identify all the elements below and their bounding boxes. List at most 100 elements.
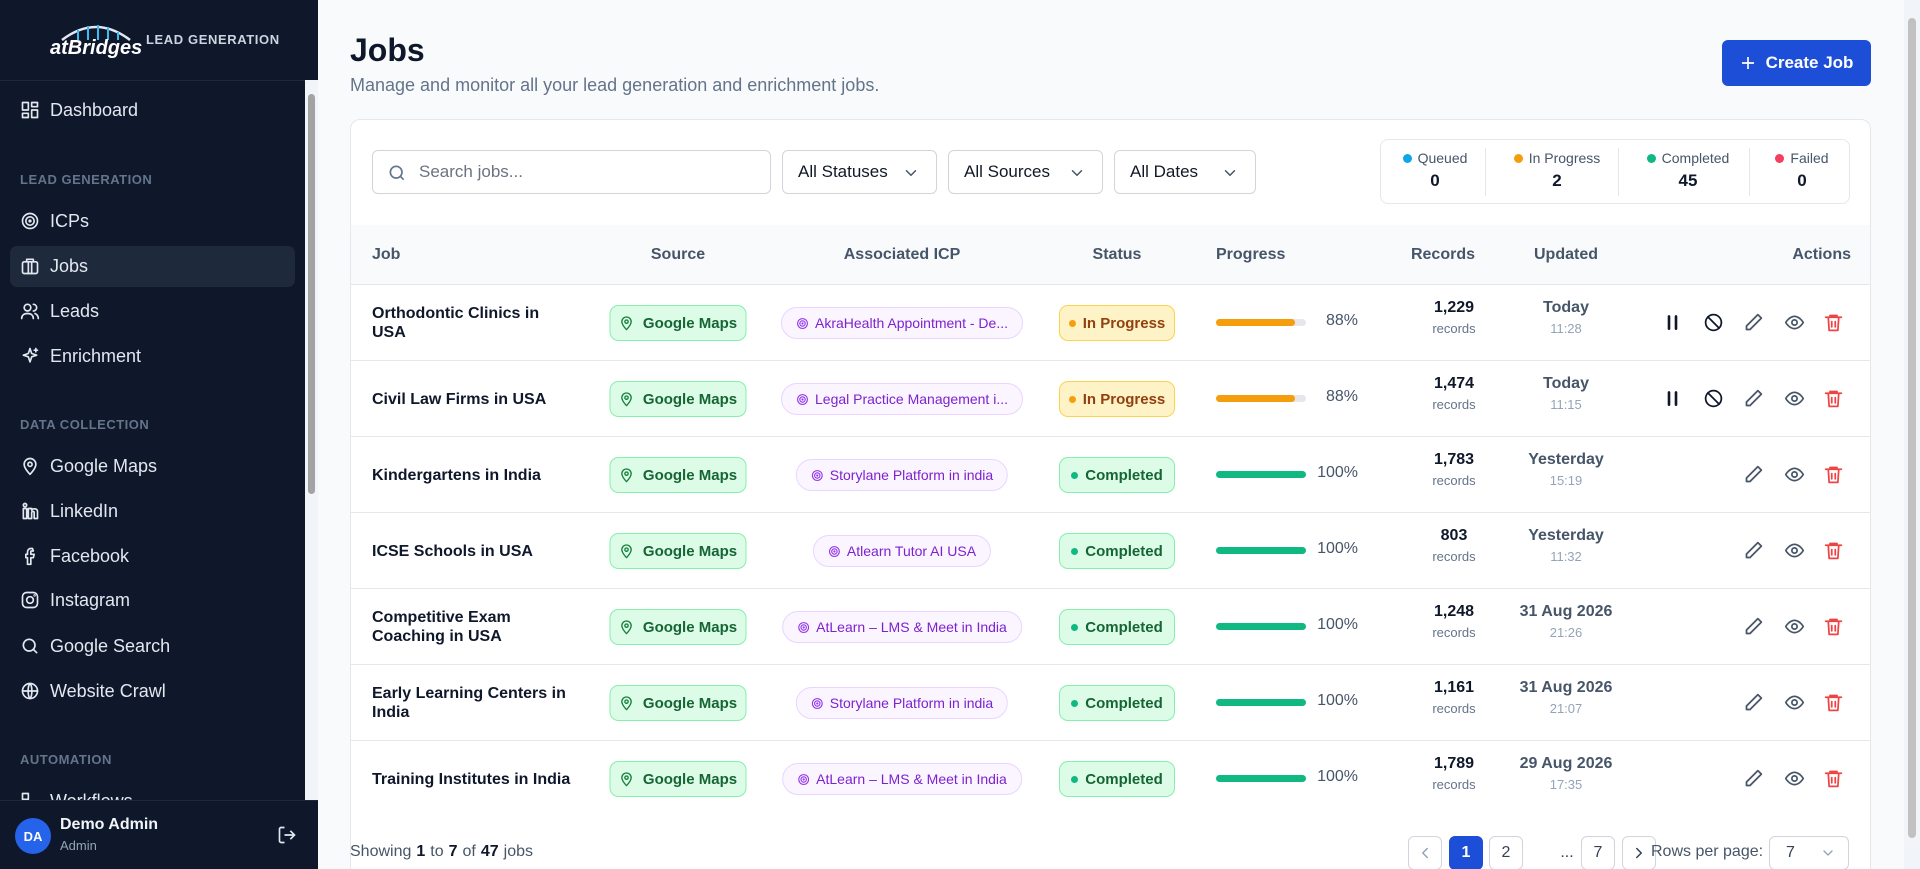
action-trash[interactable]	[1823, 692, 1844, 713]
action-eye-part	[1784, 771, 1805, 786]
nav-icon-part	[32, 648, 38, 654]
status-label: Completed	[1085, 618, 1163, 636]
nav-item[interactable]: Facebook	[10, 536, 295, 577]
page-button[interactable]: 2	[1489, 836, 1523, 869]
action-edit[interactable]	[1743, 312, 1764, 333]
nav-item[interactable]: Workflows	[10, 781, 295, 800]
status-pill: In Progress	[1059, 305, 1175, 341]
icp-icon	[828, 545, 840, 557]
chevron-part	[1823, 850, 1833, 856]
nav-item[interactable]: Dashboard	[10, 90, 295, 131]
action-eye[interactable]	[1784, 768, 1805, 789]
summary-from: 1	[416, 843, 426, 860]
job-name: Competitive Exam Coaching in USA	[372, 609, 511, 645]
nav-item[interactable]: Enrichment	[10, 336, 295, 377]
nav-label: Facebook	[50, 546, 130, 566]
nav-item[interactable]: Google Maps	[10, 446, 295, 487]
action-edit[interactable]	[1743, 388, 1764, 409]
nav-item[interactable]: Leads	[10, 291, 295, 332]
filter-select[interactable]: All Dates	[1114, 150, 1256, 194]
action-eye[interactable]	[1784, 312, 1805, 333]
action-ban[interactable]	[1703, 388, 1724, 409]
source-label: Google Maps	[642, 314, 738, 332]
prev-page[interactable]	[1408, 836, 1442, 869]
column-header: Source	[650, 245, 706, 263]
stat: Failed 0	[1742, 150, 1862, 191]
action-edit[interactable]	[1743, 464, 1764, 485]
rows-per-page-value: 7	[1786, 844, 1795, 861]
action-trash[interactable]	[1823, 464, 1844, 485]
stat-dot	[1646, 153, 1656, 163]
column-header: Actions	[1792, 245, 1851, 263]
page-button[interactable]: 7	[1581, 836, 1615, 869]
updated-time: 11:28	[1550, 321, 1582, 336]
action-pause[interactable]	[1662, 388, 1683, 409]
filter-select[interactable]: All Statuses	[782, 150, 937, 194]
nav-item[interactable]: LinkedIn	[10, 491, 295, 532]
nav-item[interactable]: Website Crawl	[10, 671, 295, 712]
nav-item[interactable]: Google Search	[10, 626, 295, 667]
create-job-button[interactable]: Create Job	[1722, 40, 1871, 86]
nav-item[interactable]: Jobs	[10, 246, 295, 287]
filter-select[interactable]: All Sources	[948, 150, 1103, 194]
records: 1,248 records	[1394, 603, 1514, 640]
action-eye[interactable]	[1784, 692, 1805, 713]
action-trash[interactable]	[1823, 616, 1844, 637]
action-ban[interactable]	[1703, 312, 1724, 333]
job-name: Kindergartens in India	[372, 466, 541, 484]
action-eye[interactable]	[1784, 616, 1805, 637]
action-eye[interactable]	[1784, 388, 1805, 409]
records: 1,229 records	[1394, 299, 1514, 336]
icp-icon-part	[833, 549, 836, 553]
pin-icon	[621, 468, 633, 483]
action-trash[interactable]	[1823, 768, 1844, 789]
icp-label: Atlearn Tutor AI USA	[846, 543, 977, 559]
summary-prefix: Showing	[350, 843, 412, 860]
stat-label: Failed	[1742, 150, 1862, 166]
nav-item[interactable]: ICPs	[10, 201, 295, 242]
progress-bar	[1216, 547, 1306, 554]
nav-icon	[22, 347, 39, 363]
page-button: ...	[1560, 844, 1574, 861]
search-input[interactable]: Search jobs...	[372, 150, 771, 194]
action-edit[interactable]	[1743, 616, 1764, 637]
action-trash[interactable]	[1823, 312, 1844, 333]
job-name: Civil Law Firms in USA	[372, 390, 547, 408]
action-eye[interactable]	[1784, 540, 1805, 561]
rows-per-page-select[interactable]: 7	[1769, 836, 1849, 869]
stat-divider	[1749, 148, 1750, 196]
logout[interactable]	[277, 825, 297, 845]
nav-icon-part	[22, 507, 39, 520]
icp-pill: Storylane Platform in india	[795, 687, 1009, 719]
nav-icon-part	[30, 109, 39, 119]
source-label: Google Maps	[642, 694, 738, 712]
updated-time: 15:19	[1549, 473, 1583, 488]
source-pill: Google Maps	[609, 381, 747, 417]
pin-icon-part	[621, 544, 633, 559]
nav-icon-part	[25, 216, 35, 226]
status-label: Completed	[1085, 542, 1163, 560]
action-eye[interactable]	[1784, 464, 1805, 485]
pin-icon-part	[621, 772, 633, 787]
icp-icon	[797, 317, 808, 329]
action-edit[interactable]	[1743, 540, 1764, 561]
summary-of-word: of	[462, 843, 476, 860]
nav-icon-part	[21, 112, 30, 119]
action-edit[interactable]	[1743, 768, 1764, 789]
action-edit[interactable]	[1743, 692, 1764, 713]
action-ban-part	[1704, 313, 1723, 332]
next-page[interactable]	[1622, 836, 1656, 869]
action-pause[interactable]	[1662, 312, 1683, 333]
status-pill: Completed	[1059, 761, 1175, 797]
stat: In Progress 2	[1497, 150, 1617, 191]
updated-date: 31 Aug 2026	[1519, 603, 1613, 620]
nav-item[interactable]: Instagram	[10, 580, 295, 621]
action-trash[interactable]	[1823, 388, 1844, 409]
page-button[interactable]: 1	[1449, 836, 1483, 869]
logo-mark	[61, 25, 131, 41]
icp-label: Storylane Platform in india	[829, 695, 994, 711]
icp-icon-part	[799, 395, 806, 403]
action-trash[interactable]	[1823, 540, 1844, 561]
pin-icon	[621, 620, 633, 635]
job-name: Orthodontic Clinics in USA	[372, 305, 540, 341]
